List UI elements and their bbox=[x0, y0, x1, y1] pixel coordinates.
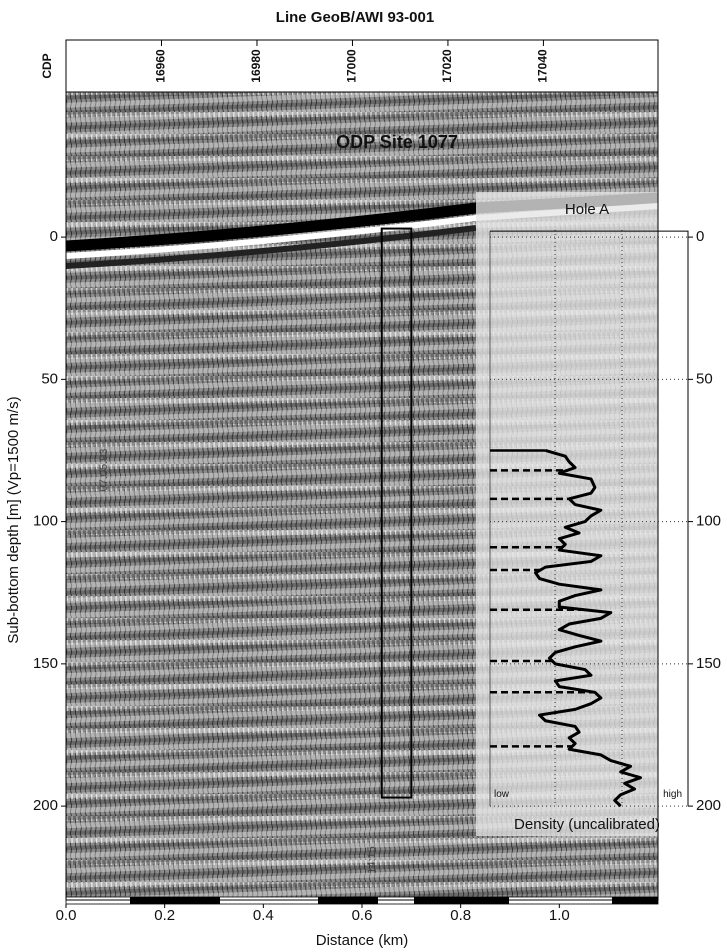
inset-x-label: Density (uncalibrated) bbox=[514, 816, 660, 833]
x-tick-label: 1.0 bbox=[549, 907, 570, 924]
inset-y-tick-label: 50 bbox=[696, 370, 713, 387]
inset-y-tick-label: 100 bbox=[696, 513, 721, 530]
inset-y-tick-label: 200 bbox=[696, 797, 721, 814]
x2-tick-label: 17000 bbox=[345, 49, 359, 83]
inset-panel bbox=[476, 192, 658, 836]
x-tick-label: 0.6 bbox=[352, 907, 373, 924]
x-tick-label: 0.2 bbox=[154, 907, 175, 924]
cdp-box bbox=[65, 39, 659, 93]
seabed-reflector bbox=[65, 192, 659, 252]
inset-x-tick-label: high bbox=[663, 789, 682, 800]
x2-tick-label: 17040 bbox=[536, 49, 550, 83]
time-stamp: 14:15 bbox=[366, 846, 378, 874]
y-tick-label: 0 bbox=[50, 228, 58, 245]
x-axis-label: Distance (km) bbox=[316, 932, 409, 949]
x2-tick-label: 17020 bbox=[440, 49, 454, 83]
y-axis-label: Sub-bottom depth [m] (Vp=1500 m/s) bbox=[5, 396, 22, 643]
site-annotation: ODP Site 1077 bbox=[336, 132, 458, 152]
x2-axis-label: CDP bbox=[40, 53, 54, 78]
seabed-reflector-lower bbox=[65, 225, 477, 269]
x-tick-label: 0.8 bbox=[450, 907, 471, 924]
hole-box bbox=[380, 227, 413, 799]
y-tick-label: 150 bbox=[33, 655, 58, 672]
seabed-reflector-white bbox=[65, 203, 659, 259]
y-tick-label: 50 bbox=[41, 370, 58, 387]
x2-tick-label: 16960 bbox=[154, 49, 168, 83]
inset-frame bbox=[490, 230, 689, 807]
inset-y-tick-label: 150 bbox=[696, 655, 721, 672]
date-stamp: 07.05.93 bbox=[98, 449, 110, 492]
y-tick-label: 100 bbox=[33, 513, 58, 530]
inset-title: Hole A bbox=[565, 201, 609, 218]
x2-tick-label: 16980 bbox=[249, 49, 263, 83]
x-tick-label: 0.4 bbox=[253, 907, 274, 924]
x-tick-label: 0.0 bbox=[56, 907, 77, 924]
plot-frame bbox=[65, 91, 659, 901]
y-tick-label: 200 bbox=[33, 797, 58, 814]
inset-y-tick-label: 0 bbox=[696, 228, 704, 245]
chart-title: Line GeoB/AWI 93-001 bbox=[276, 9, 434, 26]
inset-x-tick-label: low bbox=[494, 789, 510, 800]
